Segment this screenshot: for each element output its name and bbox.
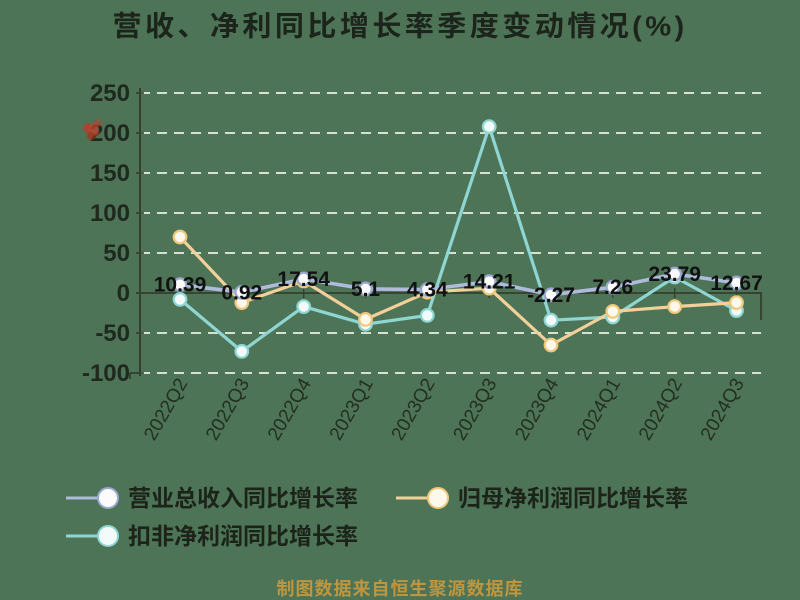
svg-text:2022Q4: 2022Q4: [264, 375, 316, 444]
svg-text:150: 150: [90, 160, 130, 187]
svg-text:14.21: 14.21: [463, 271, 516, 294]
svg-text:17.54: 17.54: [277, 268, 330, 291]
svg-text:100: 100: [90, 200, 130, 227]
svg-text:2023Q1: 2023Q1: [326, 375, 378, 444]
svg-text:0: 0: [117, 280, 130, 307]
svg-text:23.79: 23.79: [648, 263, 701, 286]
svg-text:-2.27: -2.27: [527, 284, 575, 307]
svg-text:归母净利润同比增长率: 归母净利润同比增长率: [458, 485, 688, 511]
svg-text:扣非净利润同比增长率: 扣非净利润同比增长率: [128, 523, 358, 549]
svg-text:2023Q2: 2023Q2: [388, 375, 440, 444]
svg-text:2024Q2: 2024Q2: [635, 375, 687, 444]
svg-text:250: 250: [90, 80, 130, 107]
svg-text:2024Q1: 2024Q1: [573, 375, 625, 444]
svg-text:0.92: 0.92: [221, 281, 262, 304]
svg-text:50: 50: [103, 240, 130, 267]
svg-text:12.67: 12.67: [710, 272, 763, 295]
svg-text:2024Q3: 2024Q3: [697, 375, 749, 444]
svg-text:-100: -100: [82, 360, 130, 387]
svg-text:2022Q2: 2022Q2: [140, 375, 192, 444]
svg-text:5.1: 5.1: [351, 278, 381, 301]
svg-text:2023Q3: 2023Q3: [450, 375, 502, 444]
svg-text:7.26: 7.26: [592, 276, 633, 299]
svg-text:2022Q3: 2022Q3: [202, 375, 254, 444]
svg-text:2023Q4: 2023Q4: [511, 375, 563, 444]
svg-text:4.34: 4.34: [407, 279, 448, 302]
svg-text:营业总收入同比增长率: 营业总收入同比增长率: [128, 485, 358, 511]
svg-text:-50: -50: [95, 320, 130, 347]
svg-text:10.39: 10.39: [154, 274, 207, 297]
